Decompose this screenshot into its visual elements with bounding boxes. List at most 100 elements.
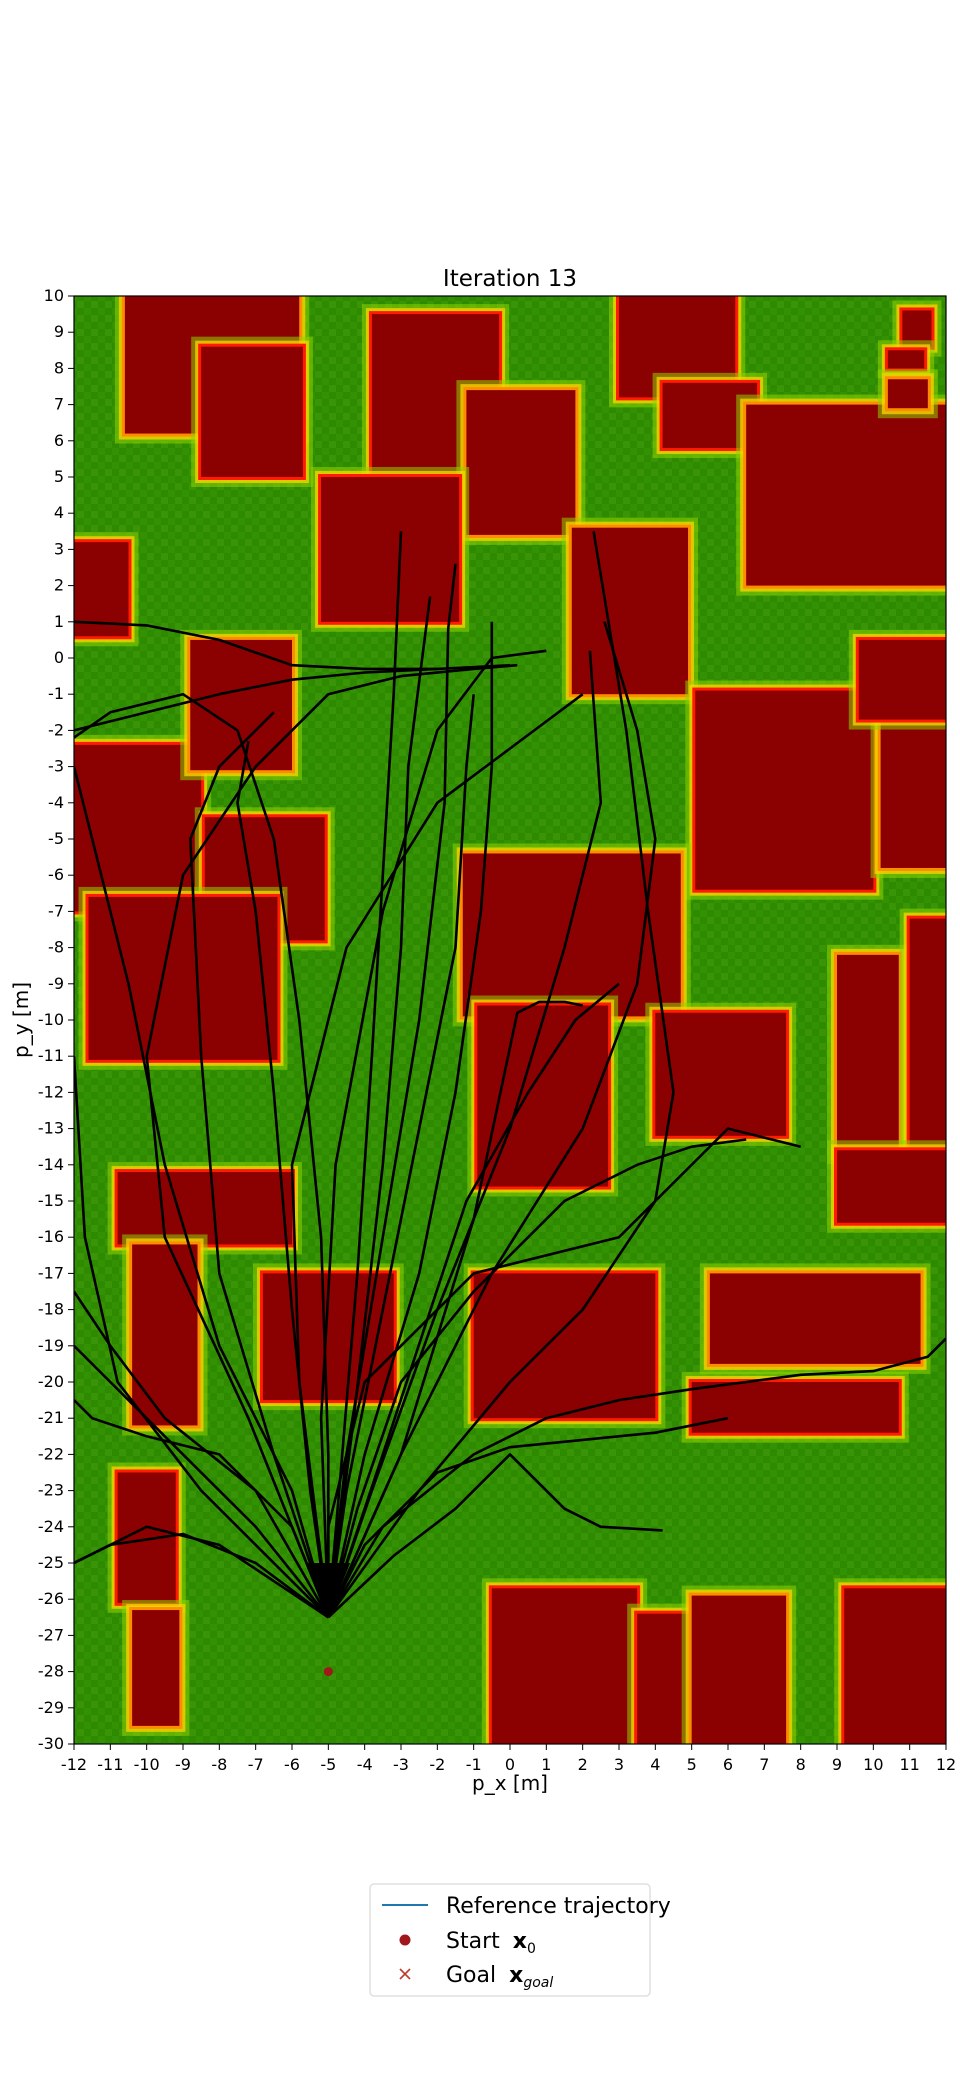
obstacle-cell [473, 1273, 656, 1419]
y-tick-label: -9 [48, 974, 64, 993]
obstacle-cell [887, 379, 928, 409]
x-tick-label: -2 [429, 1755, 445, 1774]
x-tick-label: -1 [466, 1755, 482, 1774]
x-tick-label: 9 [832, 1755, 842, 1774]
x-tick-label: -6 [284, 1755, 300, 1774]
legend-start-marker [399, 1934, 411, 1946]
obstacle-cell [74, 744, 202, 912]
x-tick-label: 0 [505, 1755, 515, 1774]
legend-start-label: Start x0 [446, 1929, 536, 1957]
x-tick-label: 7 [759, 1755, 769, 1774]
rollout-trajectory [74, 1399, 330, 1618]
y-tick-label: -4 [48, 793, 64, 812]
x-tick-label: 5 [687, 1755, 697, 1774]
y-tick-label: -21 [38, 1408, 64, 1427]
rollout-trajectory [327, 531, 403, 1618]
rollout-trajectory [327, 694, 475, 1618]
y-tick-label: -5 [48, 829, 64, 848]
y-tick-label: -30 [38, 1734, 64, 1753]
x-tick-label: 4 [650, 1755, 660, 1774]
obstacle-cell [571, 527, 689, 695]
obstacle-layer [74, 296, 946, 1744]
trajectory-fan [306, 1563, 351, 1618]
y-tick-label: -3 [48, 757, 64, 776]
trajectory-layer [74, 531, 946, 1619]
obstacle-cell [858, 639, 946, 720]
y-tick-label: 8 [54, 358, 64, 377]
rollout-trajectory [327, 1337, 946, 1618]
legend-goal-label: Goal xgoal [446, 1963, 553, 1991]
obstacle-cell [655, 1012, 787, 1136]
obstacle-cell [837, 1150, 946, 1223]
rollout-trajectory [74, 1344, 330, 1619]
obstacle-cell [746, 404, 946, 586]
y-tick-label: -1 [48, 684, 64, 703]
rollout-trajectory [74, 766, 330, 1618]
obstacle-cell [201, 346, 303, 477]
x-tick-label: -8 [211, 1755, 227, 1774]
obstacle-cell [837, 954, 899, 1154]
legend-reference-label: Reference trajectory [446, 1894, 671, 1919]
rollout-trajectory [74, 1290, 330, 1618]
y-tick-label: 2 [54, 576, 64, 595]
rollout-trajectory [327, 621, 657, 1618]
y-tick-label: 4 [54, 503, 64, 522]
y-tick-label: -26 [38, 1589, 64, 1608]
obstacle-cell [844, 1588, 946, 1744]
rollout-trajectory [327, 1416, 729, 1618]
x-tick-label: -10 [134, 1755, 160, 1774]
legend-box [369, 1883, 651, 1997]
y-tick-label: -29 [38, 1698, 64, 1717]
legend: Reference trajectory Start x0 Goal xgoal [369, 1883, 671, 1997]
x-tick-label: 8 [796, 1755, 806, 1774]
obstacle-cell [88, 896, 278, 1060]
y-tick-label: -19 [38, 1336, 64, 1355]
y-tick-label: -20 [38, 1372, 64, 1391]
rollout-trajectory [145, 663, 518, 1618]
rollout-trajectory [74, 1056, 330, 1619]
y-tick-label: -12 [38, 1082, 64, 1101]
x-tick-label: 11 [899, 1755, 919, 1774]
x-tick-label: -5 [320, 1755, 336, 1774]
obstacle-cell [691, 1595, 787, 1744]
x-tick-label: 12 [936, 1755, 956, 1774]
plot-area [74, 296, 946, 1744]
y-axis-label: p_y [m] [9, 982, 33, 1058]
legend-goal-text: Goal [446, 1963, 496, 1988]
y-tick-label: -6 [48, 865, 64, 884]
y-tick-label: -10 [38, 1010, 64, 1029]
obstacle-cell [74, 542, 129, 637]
x-tick-label: 3 [614, 1755, 624, 1774]
y-tick-label: 0 [54, 648, 64, 667]
legend-start-text: Start [446, 1929, 500, 1954]
y-tick-label: -7 [48, 901, 64, 920]
obstacle-cell [691, 1382, 899, 1433]
rollout-trajectory [327, 1453, 663, 1619]
obstacle-cell [462, 853, 681, 1017]
obstacle-cell [321, 477, 460, 622]
y-tick-label: -25 [38, 1553, 64, 1572]
y-tick-label: 10 [44, 286, 64, 305]
y-tick-label: -22 [38, 1444, 64, 1463]
y-tick-label: -8 [48, 938, 64, 957]
rollout-trajectory [74, 692, 330, 1618]
legend-goal-math: x [509, 1963, 523, 1988]
x-tick-label: 10 [863, 1755, 883, 1774]
obstacle-cell [491, 1588, 638, 1744]
obstacle-cell [117, 1172, 292, 1245]
y-tick-label: 6 [54, 431, 64, 450]
rollout-trajectory [327, 1000, 583, 1618]
obstacle-cell [132, 1610, 180, 1726]
x-tick-label: 2 [578, 1755, 588, 1774]
rollout-trajectory [327, 1138, 747, 1618]
obstacle-cell [132, 1244, 198, 1426]
chart-title: Iteration 13 [443, 266, 577, 292]
obstacle-cell [695, 690, 874, 890]
y-tick-label: -16 [38, 1227, 64, 1246]
rollout-trajectory [327, 596, 432, 1618]
y-tick-label: -27 [38, 1625, 64, 1644]
y-tick-label: -15 [38, 1191, 64, 1210]
start-marker [323, 1667, 333, 1677]
y-tick-label: 1 [54, 612, 64, 631]
